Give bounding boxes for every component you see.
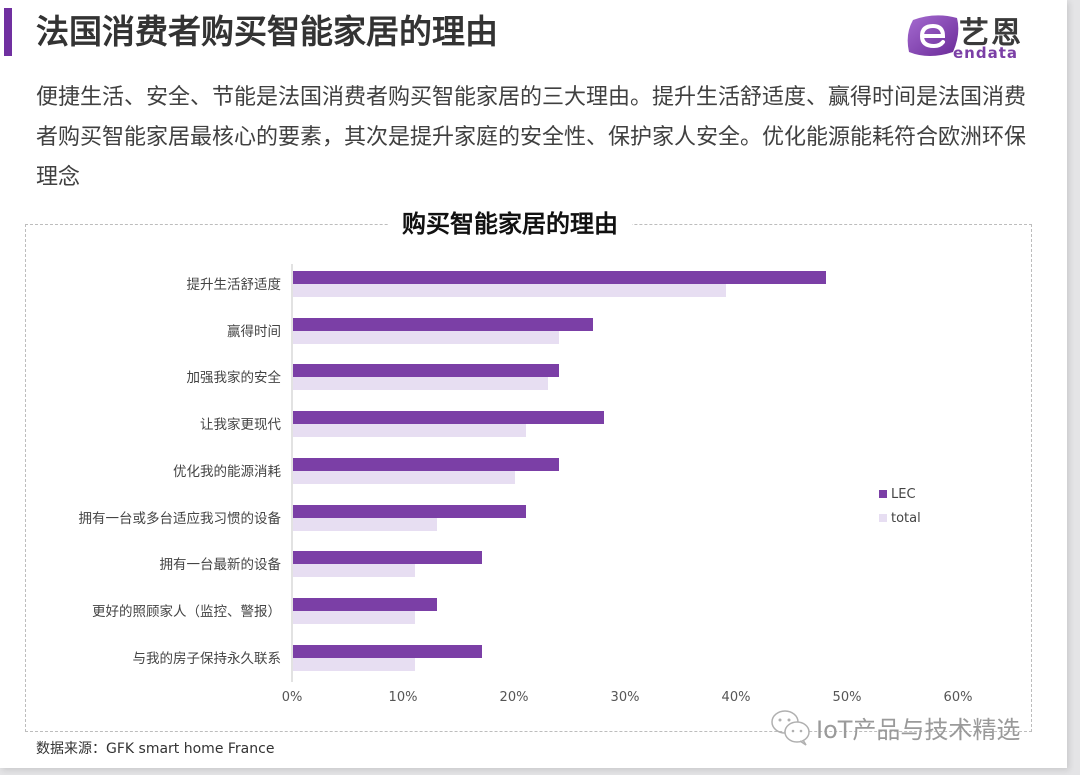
category-label: 与我的房子保持永久联系 — [132, 651, 282, 667]
y-axis-line — [291, 264, 293, 682]
chart-row: 让我家更现代 — [0, 411, 1000, 439]
category-label: 提升生活舒适度 — [186, 277, 282, 293]
chart-row: 与我的房子保持永久联系 — [0, 645, 1000, 673]
legend-swatch-total — [879, 514, 887, 522]
legend-label: total — [891, 510, 921, 526]
category-label: 拥有一台最新的设备 — [159, 557, 282, 573]
bar-total — [293, 284, 726, 297]
x-tick-label: 10% — [388, 690, 418, 705]
bar-total — [293, 658, 416, 671]
bar-lec — [293, 645, 482, 658]
watermark: IoT产品与技术精选 — [770, 708, 1020, 746]
bar-lec — [293, 551, 482, 564]
x-tick-label: 40% — [721, 690, 751, 705]
chart-row: 加强我家的安全 — [0, 364, 1000, 392]
chart-row: 提升生活舒适度 — [0, 271, 1000, 299]
report-page: 法国消费者购买智能家居的理由 艺恩 endata 便捷生活、安全、节能是法国消费… — [0, 0, 1067, 768]
endata-e-logo-icon — [907, 15, 959, 56]
x-tick-label: 20% — [499, 690, 529, 705]
chart-row: 更好的照顾家人（监控、警报） — [0, 598, 1000, 626]
category-label: 让我家更现代 — [200, 417, 281, 433]
bar-lec — [293, 598, 438, 611]
x-tick-label: 0% — [281, 690, 303, 705]
category-label: 拥有一台或多台适应我习惯的设备 — [78, 511, 282, 527]
bar-total — [293, 518, 438, 531]
endata-logo: 艺恩 endata — [905, 12, 1035, 64]
legend-swatch-lec — [879, 490, 887, 498]
logo-english-text: endata — [953, 44, 1019, 62]
watermark-text: IoT产品与技术精选 — [816, 715, 1021, 744]
bar-lec — [293, 318, 593, 331]
bar-total — [293, 377, 549, 390]
logo-chinese-text: 艺恩 — [959, 16, 1023, 51]
bar-total — [293, 611, 416, 624]
description-text: 便捷生活、安全、节能是法国消费者购买智能家居的三大理由。提升生活舒适度、赢得时间… — [36, 85, 1027, 190]
chart-legend: LEC total — [879, 482, 921, 530]
legend-label: LEC — [891, 486, 916, 502]
x-tick-label: 60% — [943, 690, 973, 705]
x-tick-label: 30% — [610, 690, 640, 705]
bar-total — [293, 331, 560, 344]
chart-row: 拥有一台最新的设备 — [0, 551, 1000, 579]
bar-lec — [293, 364, 560, 377]
category-label: 加强我家的安全 — [186, 370, 282, 386]
title-accent-bar — [4, 8, 12, 56]
chart-row: 赢得时间 — [0, 318, 1000, 346]
data-source: 数据来源：GFK smart home France — [36, 741, 275, 757]
bar-lec — [293, 505, 527, 518]
bar-total — [293, 424, 527, 437]
chart-row: 拥有一台或多台适应我习惯的设备 — [0, 505, 1000, 533]
category-label: 赢得时间 — [227, 324, 281, 340]
legend-item-total: total — [879, 506, 921, 530]
bar-total — [293, 471, 515, 484]
bar-lec — [293, 458, 560, 471]
wechat-icon — [771, 710, 810, 746]
category-label: 优化我的能源消耗 — [173, 464, 281, 480]
chart-title: 购买智能家居的理由 — [388, 206, 632, 242]
legend-item-lec: LEC — [879, 482, 921, 506]
bar-lec — [293, 271, 826, 284]
page-title: 法国消费者购买智能家居的理由 — [36, 12, 498, 51]
bar-lec — [293, 411, 604, 424]
chart-row: 优化我的能源消耗 — [0, 458, 1000, 486]
x-tick-label: 50% — [832, 690, 862, 705]
category-label: 更好的照顾家人（监控、警报） — [92, 604, 281, 620]
bar-total — [293, 564, 416, 577]
